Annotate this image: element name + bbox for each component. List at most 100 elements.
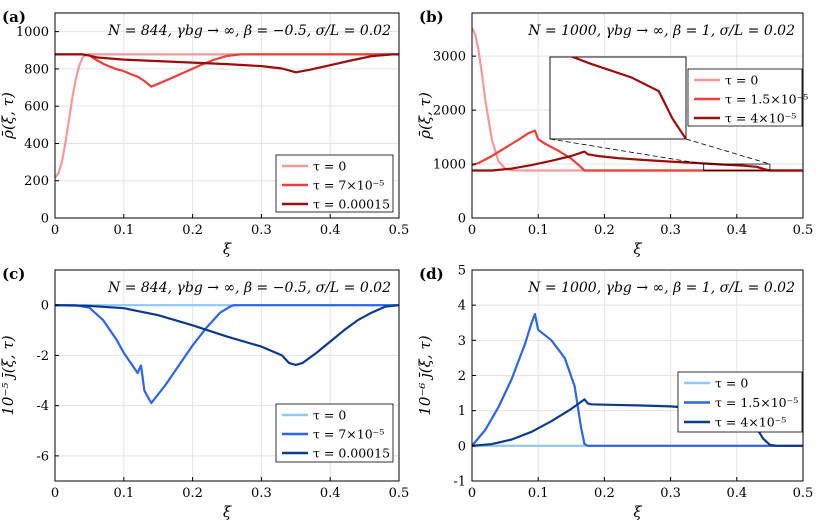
x-tick-label: 0.4 xyxy=(726,486,747,501)
panel-label: (d) xyxy=(419,265,444,283)
legend-label: τ = 0 xyxy=(715,376,748,391)
x-tick-label: 0.3 xyxy=(251,486,272,501)
panel-title: N = 1000, γbg → ∞, β = 1, σ/L = 0.02 xyxy=(527,23,795,39)
legend-label: τ = 4×10⁻⁵ xyxy=(715,415,786,430)
panel-title: N = 1000, γbg → ∞, β = 1, σ/L = 0.02 xyxy=(527,280,795,296)
legend: τ = 0 τ = 1.5×10⁻⁵ τ = 4×10⁻⁵ xyxy=(687,68,808,127)
series-line-1 xyxy=(472,312,803,447)
x-tick-label: 0.3 xyxy=(660,223,681,238)
legend-label: τ = 0.00015 xyxy=(313,197,390,212)
y-tick-label: 1 xyxy=(458,404,466,419)
y-tick-label: 3 xyxy=(458,334,466,349)
x-tick-label: 0.5 xyxy=(389,486,410,501)
legend-box xyxy=(275,154,394,213)
inset-series-line xyxy=(569,57,686,139)
y-tick-label: 600 xyxy=(24,100,49,115)
panel-label: (c) xyxy=(2,265,25,283)
x-tick-label: 0.5 xyxy=(389,223,410,238)
inset-box xyxy=(549,56,687,140)
x-tick-label: 0.1 xyxy=(528,486,549,501)
y-tick-label: -2 xyxy=(36,349,49,364)
x-axis-label: ξ xyxy=(633,240,642,258)
x-tick-label: 0 xyxy=(468,223,476,238)
x-tick-label: 0.5 xyxy=(793,223,814,238)
x-tick-label: 0.1 xyxy=(528,223,549,238)
y-tick-label: 1000 xyxy=(16,25,49,40)
x-axis-label: ξ xyxy=(223,240,232,258)
series-line-2 xyxy=(472,150,803,172)
x-tick-label: 0.2 xyxy=(182,223,203,238)
x-axis-label: ξ xyxy=(633,503,642,521)
x-tick-label: 0.2 xyxy=(182,486,203,501)
inset-zoom xyxy=(549,56,771,171)
panel-1: 0 0.1 0.2 0.3 0.4 0.5 0 1000 2000 3000 ξ ρ̄(ξ, τ) (b… xyxy=(416,8,813,258)
series-line-2 xyxy=(55,304,399,366)
y-tick-label: 0 xyxy=(41,212,49,227)
y-tick-label: 800 xyxy=(24,62,49,77)
legend-label: τ = 0 xyxy=(725,73,758,88)
x-tick-label: 0.2 xyxy=(594,223,615,238)
panel-0: 0 0.1 0.2 0.3 0.4 0.5 0 200 400 600 800 1000 ξ ρ̄(ξ, … xyxy=(0,8,409,258)
y-tick-label: 0 xyxy=(41,299,49,314)
x-tick-label: 0.1 xyxy=(113,486,134,501)
y-tick-label: 200 xyxy=(24,174,49,189)
x-tick-label: 0.3 xyxy=(251,223,272,238)
axes-box xyxy=(54,12,400,219)
y-axis-label: ρ̄(ξ, τ) xyxy=(416,92,434,140)
series-line-2 xyxy=(55,53,399,74)
legend-label: τ = 4×10⁻⁵ xyxy=(725,111,796,126)
x-tick-label: 0.4 xyxy=(726,223,747,238)
series-line-1 xyxy=(472,129,803,172)
legend: τ = 0 τ = 7×10⁻⁵ τ = 0.00015 xyxy=(275,403,394,463)
series-line-0 xyxy=(55,53,399,179)
legend-label: τ = 7×10⁻⁵ xyxy=(313,427,384,442)
series-line-1 xyxy=(55,304,399,405)
x-tick-label: 0.3 xyxy=(660,486,681,501)
y-tick-label: -4 xyxy=(36,399,49,414)
legend-label: τ = 1.5×10⁻⁵ xyxy=(715,395,798,410)
y-tick-label: 2000 xyxy=(433,104,466,119)
x-tick-label: 0.4 xyxy=(320,223,341,238)
legend-label: τ = 7×10⁻⁵ xyxy=(313,178,384,193)
axes-box xyxy=(54,269,400,482)
legend-label: τ = 0 xyxy=(313,408,346,423)
legend-label: τ = 0 xyxy=(313,159,346,174)
x-tick-label: 0.4 xyxy=(320,486,341,501)
y-tick-label: 3000 xyxy=(433,50,466,65)
y-axis-label: 10⁻⁵ j̄(ξ, τ) xyxy=(0,335,17,415)
axes-box xyxy=(471,12,804,219)
y-tick-label: 0 xyxy=(458,212,466,227)
series-line-1 xyxy=(55,53,399,88)
y-axis-label: ρ̄(ξ, τ) xyxy=(0,92,17,140)
legend-box xyxy=(687,68,803,127)
y-tick-label: 0 xyxy=(458,439,466,454)
y-tick-label: 1000 xyxy=(433,158,466,173)
panel-title: N = 844, γbg → ∞, β = −0.5, σ/L = 0.02 xyxy=(107,23,391,39)
y-axis-label: 10⁻⁶ j̄(ξ, τ) xyxy=(416,335,434,415)
panel-label: (a) xyxy=(2,8,26,26)
y-tick-label: 4 xyxy=(458,299,466,314)
y-tick-label: -1 xyxy=(453,475,466,490)
x-tick-label: 0.2 xyxy=(594,486,615,501)
x-tick-label: 0.5 xyxy=(793,486,814,501)
x-axis-label: ξ xyxy=(223,503,232,521)
y-tick-label: 5 xyxy=(458,264,466,279)
legend-label: τ = 0.00015 xyxy=(313,446,390,461)
x-tick-label: 0.1 xyxy=(113,223,134,238)
x-tick-label: 0 xyxy=(51,486,59,501)
inset-source-rect xyxy=(703,163,771,171)
panel-title: N = 844, γbg → ∞, β = −0.5, σ/L = 0.02 xyxy=(107,280,391,296)
series-line-2 xyxy=(472,398,803,447)
panel-label: (b) xyxy=(419,8,444,26)
y-tick-label: 2 xyxy=(458,369,466,384)
legend: τ = 0 τ = 1.5×10⁻⁵ τ = 4×10⁻⁵ xyxy=(677,371,803,433)
y-tick-label: 400 xyxy=(24,137,49,152)
inset-connector xyxy=(549,138,704,165)
panel-2: 0 0.1 0.2 0.3 0.4 0.5 -6 -4 -2 0 ξ 10⁻⁵ j̄(ξ, τ) (c)… xyxy=(0,265,409,521)
legend-label: τ = 1.5×10⁻⁵ xyxy=(725,92,808,107)
x-tick-label: 0 xyxy=(468,486,476,501)
inset-connector xyxy=(685,138,771,165)
legend: τ = 0 τ = 7×10⁻⁵ τ = 0.00015 xyxy=(275,154,394,213)
